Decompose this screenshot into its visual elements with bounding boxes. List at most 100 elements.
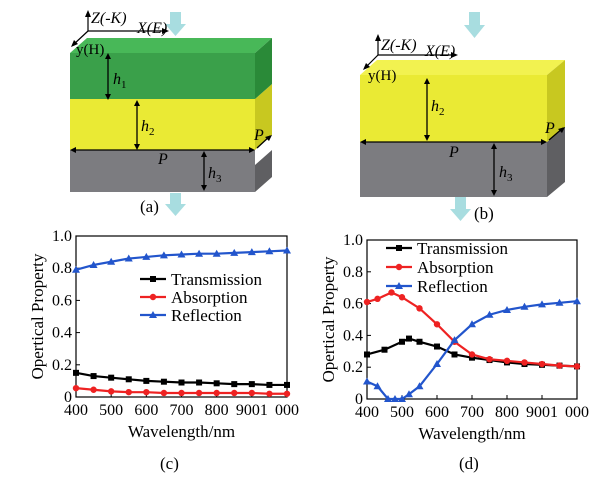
panel-a-label: (a) <box>140 197 159 216</box>
h2-arrow-a-bottom <box>134 144 140 150</box>
data-point <box>284 381 290 388</box>
data-point <box>555 298 564 306</box>
x-tick-label: 700 <box>170 402 194 419</box>
axis-z-b-label: Z(-K) <box>381 37 417 54</box>
h3-label-b: h3 <box>499 164 513 184</box>
data-point <box>556 362 563 369</box>
h2-arrow-b-top <box>424 78 430 84</box>
data-point <box>230 248 239 256</box>
p-front-arrow-b-left <box>360 139 366 145</box>
x-axis-label: Wavelength/nm <box>418 424 525 443</box>
incident-arrow-b <box>464 12 485 38</box>
panel-b-diagram: Z(-K) X(E) y(H) h2 P P h3 (b) <box>360 12 565 223</box>
data-point <box>391 395 399 402</box>
data-point <box>231 381 238 388</box>
data-point <box>159 251 168 259</box>
data-point <box>406 335 412 342</box>
x-tick-label: 000 <box>565 404 589 421</box>
data-point <box>90 373 97 380</box>
h3-arrow-a-top <box>201 151 207 157</box>
x-axis-label: Wavelength/nm <box>128 422 235 441</box>
x-tick-label: 000 <box>275 402 299 419</box>
data-point <box>178 379 185 386</box>
p-side-arrow-a-head <box>265 135 272 141</box>
transmitted-arrow-b <box>450 197 471 221</box>
layer-a-top-front <box>70 53 255 99</box>
data-point <box>573 297 581 305</box>
data-point <box>364 351 370 358</box>
data-point <box>373 382 382 390</box>
data-point <box>143 377 150 384</box>
h1-arrow-top <box>105 53 111 59</box>
series-reflection <box>363 297 581 402</box>
data-point <box>72 384 80 392</box>
axis-x-b-arrowhead <box>451 52 458 58</box>
data-point <box>433 360 441 368</box>
data-point <box>247 248 256 256</box>
y-tick-label: 0 <box>64 389 72 406</box>
data-point <box>107 257 116 265</box>
x-tick-label: 600 <box>134 402 158 419</box>
axis-x-a-arrowhead <box>162 28 169 34</box>
data-point <box>388 289 395 296</box>
layer-a-top-top <box>70 38 272 53</box>
data-point <box>363 377 371 385</box>
axis-y-b-arrowhead <box>363 63 370 70</box>
legend-marker <box>396 245 402 251</box>
axis-x-a-label: X(E) <box>136 20 167 37</box>
x-tick-label: 500 <box>390 404 414 421</box>
data-point <box>538 360 546 368</box>
p-side-arrow-b-head <box>558 127 565 133</box>
data-point <box>72 265 80 273</box>
layer-a-middle-side <box>255 84 272 150</box>
legend-marker <box>395 263 403 271</box>
y-tick-label: 0.8 <box>52 260 72 277</box>
data-point <box>468 351 476 358</box>
p-front-arrow-b-right <box>541 139 547 145</box>
data-point <box>398 294 406 301</box>
h2-arrow-b-bottom <box>424 135 430 141</box>
h3-label-a: h3 <box>208 165 222 185</box>
h3-arrow-b-bottom <box>491 190 497 196</box>
legend-marker <box>395 282 403 289</box>
legend-marker <box>149 293 157 301</box>
h1-arrow-bottom <box>105 94 111 100</box>
p-side-label-b: P <box>544 120 555 137</box>
data-point <box>266 390 273 397</box>
data-point <box>213 389 220 397</box>
data-point <box>521 359 528 366</box>
chart-d: 0 0.2 0.4 0.6 0.8 1.0 400 500 600 700 800 9001 000 Wa… <box>319 232 589 443</box>
data-point <box>283 246 291 254</box>
y-axis-label: Opertical Property <box>319 256 338 383</box>
series-absorption <box>363 289 581 370</box>
x-tick-label: 9001 <box>236 402 268 419</box>
data-point <box>73 369 79 376</box>
data-point <box>196 379 203 386</box>
data-point <box>520 302 529 310</box>
layer-b-top-front <box>360 75 547 142</box>
data-point <box>486 356 493 363</box>
legend-label: Absorption <box>417 258 494 277</box>
data-point <box>503 357 511 365</box>
data-point <box>142 252 151 260</box>
legend-marker <box>150 276 156 282</box>
data-point <box>374 295 381 303</box>
data-point <box>125 376 132 383</box>
data-point <box>213 380 220 387</box>
h3-arrow-b-top <box>491 143 497 149</box>
h2-label-b: h2 <box>431 98 445 118</box>
layer-b-bottom-front <box>360 142 547 197</box>
data-point <box>433 321 441 328</box>
axis-x-b-label: X(E) <box>424 43 455 60</box>
p-front-label-b: P <box>448 144 459 161</box>
legend-marker <box>149 311 157 318</box>
legend-label: Reflection <box>171 306 242 325</box>
data-point <box>405 390 413 398</box>
axis-z-a-arrowhead <box>85 10 91 17</box>
data-point <box>399 338 405 345</box>
panel-a-diagram: Z(-K) X(E) y(H) h1 h2 P P h3 (a) <box>70 10 272 216</box>
data-point <box>434 343 440 350</box>
axis-z-a-label: Z(-K) <box>91 10 127 27</box>
chart-c: 0 0.2 0.4 0.6 0.8 1.0 400 500 600 700 800 9001 000 Wa… <box>28 228 299 441</box>
y-tick-label: 0.8 <box>343 264 363 281</box>
